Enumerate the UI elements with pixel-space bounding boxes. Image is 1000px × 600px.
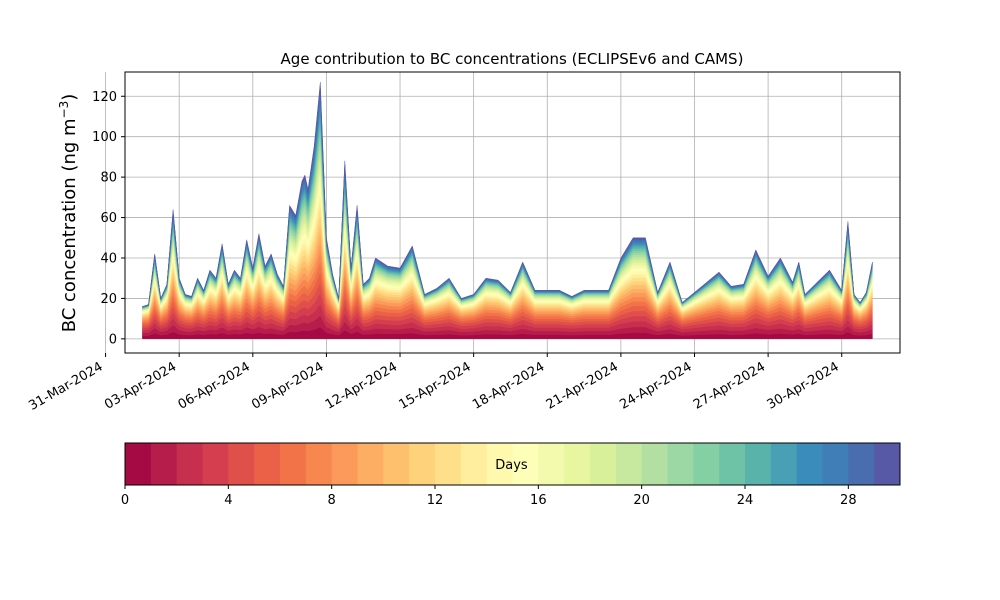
- stacked-age-layers: [142, 82, 873, 340]
- y-tick-label: 80: [100, 171, 117, 186]
- colorbar-bin: [331, 443, 358, 485]
- x-axis: 31-Mar-202403-Apr-202406-Apr-202409-Apr-…: [26, 353, 843, 414]
- x-tick-label: 09-Apr-2024: [249, 359, 326, 412]
- colorbar-bin: [848, 443, 875, 485]
- colorbar-bin: [822, 443, 849, 485]
- y-axis-label-superscript: −3: [57, 101, 71, 119]
- colorbar-bin: [770, 443, 798, 485]
- colorbar-bin: [150, 443, 178, 485]
- x-tick-label: 30-Apr-2024: [765, 359, 842, 412]
- colorbar-bin: [409, 443, 436, 485]
- colorbar-tick-label: 20: [633, 493, 650, 508]
- chart-title: Age contribution to BC concentrations (E…: [281, 50, 744, 68]
- colorbar-bin: [435, 443, 462, 485]
- colorbar-bin: [590, 443, 617, 485]
- y-axis-label-close: ): [59, 94, 80, 101]
- colorbar-bin: [874, 443, 901, 485]
- colorbar-bin: [228, 443, 255, 485]
- x-tick-label: 21-Apr-2024: [544, 359, 621, 412]
- colorbar-tick-label: 12: [427, 493, 444, 508]
- y-tick-label: 100: [92, 130, 117, 145]
- colorbar-bin: [512, 443, 539, 485]
- colorbar-bin: [693, 443, 720, 485]
- x-tick-label: 31-Mar-2024: [26, 359, 105, 413]
- colorbar-tick-label: 28: [840, 493, 857, 508]
- colorbar-tick-label: 0: [121, 493, 129, 508]
- colorbar-tick-label: 8: [328, 493, 336, 508]
- age-layer-29: [142, 82, 873, 308]
- colorbar-tick-label: 24: [737, 493, 754, 508]
- x-tick-label: 24-Apr-2024: [617, 359, 694, 412]
- y-axis-label-main: BC concentration (ng m: [59, 118, 80, 332]
- colorbar-bin: [615, 443, 643, 485]
- colorbar-bin: [667, 443, 694, 485]
- x-tick-label: 12-Apr-2024: [323, 359, 400, 412]
- y-axis-label: BC concentration (ng m−3): [57, 94, 80, 333]
- colorbar-bin: [254, 443, 281, 485]
- colorbar-bin: [745, 443, 772, 485]
- colorbar-bin: [280, 443, 307, 485]
- y-tick-label: 40: [100, 251, 117, 266]
- y-axis: 0 20 40 60 80 100 120: [92, 90, 125, 347]
- y-tick-label: 20: [100, 292, 117, 307]
- colorbar-tick-label: 16: [530, 493, 547, 508]
- colorbar-bin: [125, 443, 152, 485]
- plot-area: 0 20 40 60 80 100 120 31-Mar-202403-Apr-202406-…: [26, 71, 901, 414]
- colorbar: Days 0 4 8 12 16 20 24 28: [121, 442, 901, 508]
- colorbar-bin: [641, 443, 668, 485]
- colorbar-tick-label: 4: [224, 493, 232, 508]
- y-tick-label: 60: [100, 211, 117, 226]
- colorbar-bin: [305, 443, 333, 485]
- y-tick-label: 0: [109, 332, 117, 347]
- x-tick-label: 27-Apr-2024: [691, 359, 768, 412]
- colorbar-bin: [460, 443, 488, 485]
- colorbar-bin: [357, 443, 384, 485]
- colorbar-bin: [383, 443, 410, 485]
- colorbar-bin: [564, 443, 591, 485]
- x-tick-label: 06-Apr-2024: [176, 359, 253, 412]
- colorbar-bin: [486, 443, 513, 485]
- colorbar-bin: [538, 443, 565, 485]
- y-tick-label: 120: [92, 90, 117, 105]
- plot-frame: [124, 71, 901, 354]
- colorbar-bin: [202, 443, 229, 485]
- colorbar-label: Days: [495, 458, 528, 473]
- colorbar-bin: [719, 443, 746, 485]
- x-tick-label: 15-Apr-2024: [397, 359, 474, 412]
- x-tick-label: 18-Apr-2024: [470, 359, 547, 412]
- colorbar-bin: [796, 443, 823, 485]
- colorbar-frame: [124, 442, 901, 486]
- x-tick-label: 03-Apr-2024: [102, 359, 179, 412]
- colorbar-bin: [176, 443, 203, 485]
